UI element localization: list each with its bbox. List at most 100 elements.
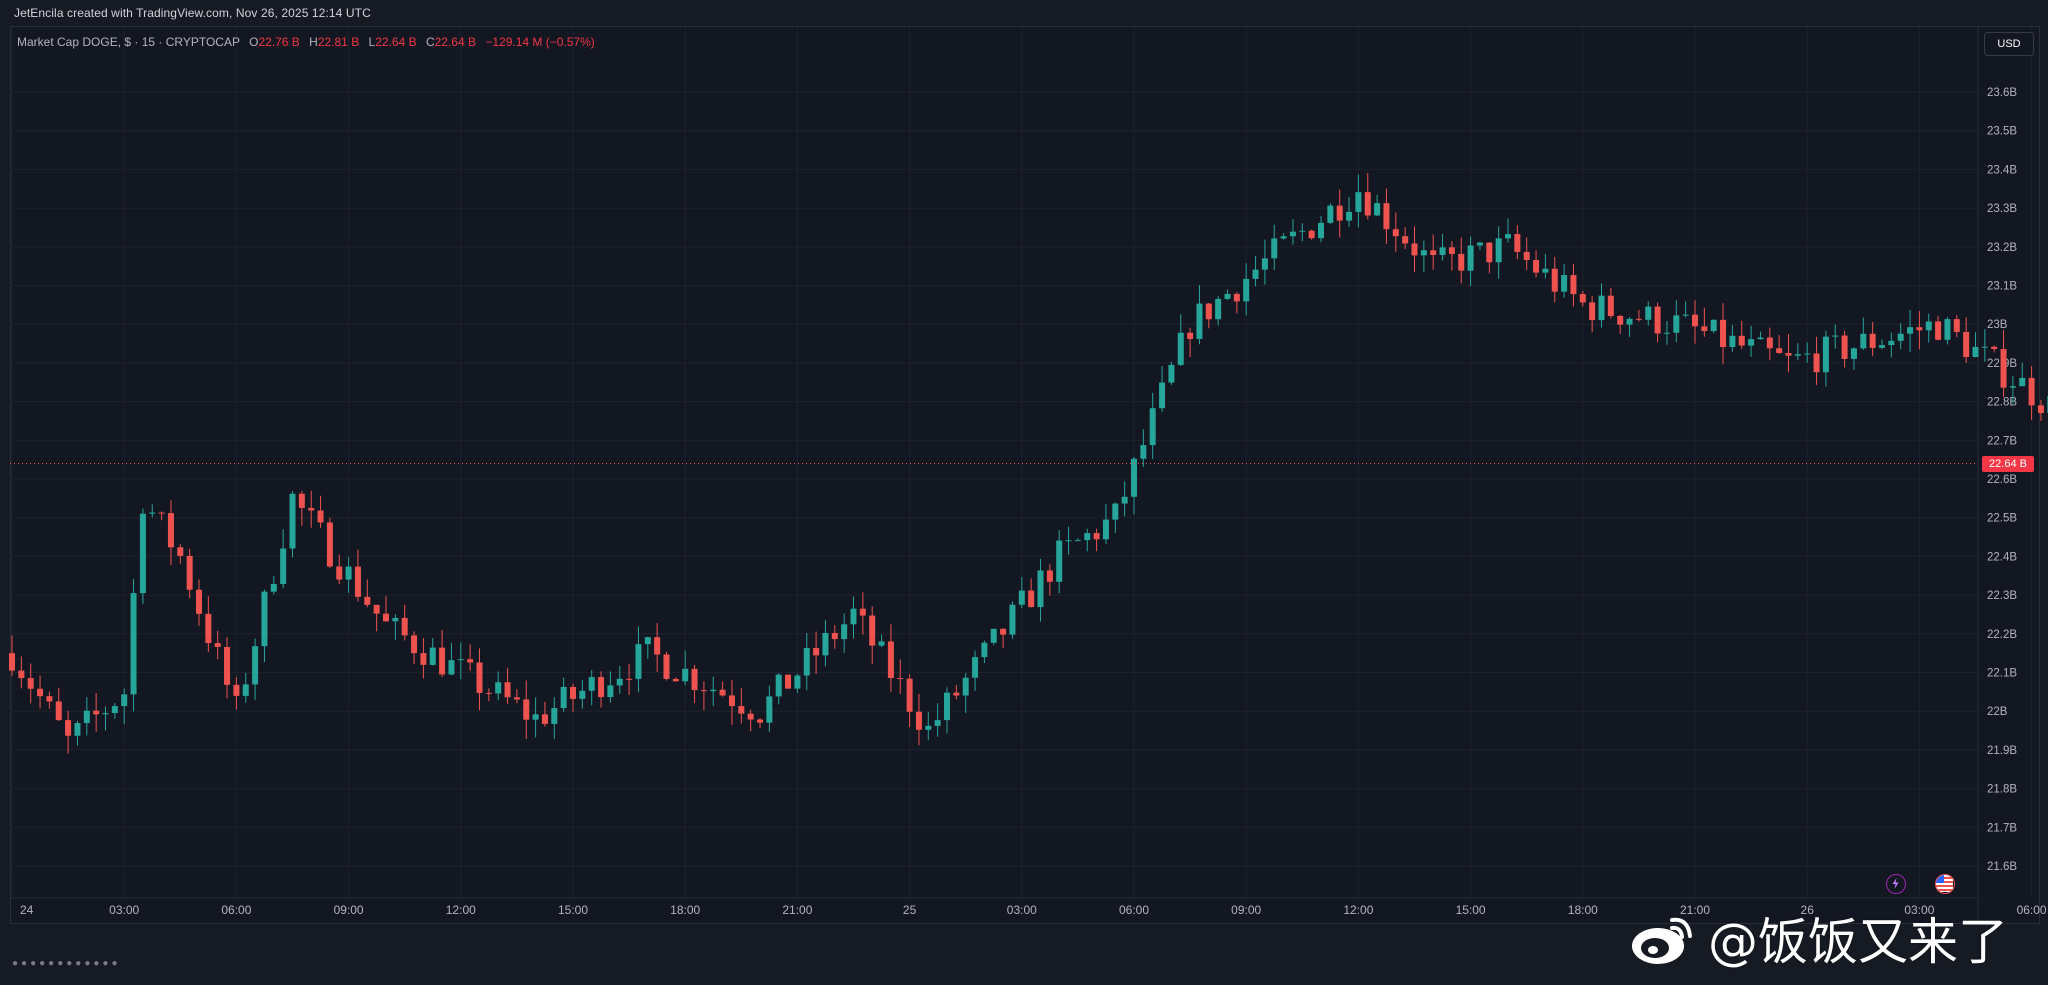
- candle-body: [2028, 377, 2035, 406]
- currency-button[interactable]: USD: [1984, 32, 2034, 56]
- candle-body: [252, 646, 259, 685]
- candle-body: [18, 670, 25, 679]
- candle-body: [364, 596, 371, 605]
- candle-body: [1271, 238, 1278, 259]
- candle-body: [710, 689, 717, 692]
- candle-body: [1308, 230, 1315, 239]
- candle-body: [822, 632, 829, 656]
- x-tick-label: 15:00: [558, 903, 588, 917]
- candle-body: [1701, 326, 1708, 332]
- candle-body: [1336, 205, 1343, 221]
- candle-body: [130, 593, 137, 695]
- x-tick-label: 21:00: [1680, 903, 1710, 917]
- candle-body: [654, 637, 661, 655]
- candle-body: [411, 635, 418, 654]
- candle-body: [1411, 243, 1418, 256]
- candle-body: [1766, 337, 1773, 349]
- y-tick-label: 22.2B: [1987, 629, 2017, 641]
- candle-body: [1935, 321, 1942, 340]
- candle-body: [1813, 353, 1820, 373]
- candle-body: [1542, 268, 1549, 273]
- candle-body: [345, 566, 352, 580]
- x-tick-label: 18:00: [1568, 903, 1598, 917]
- candle-body: [121, 694, 128, 707]
- lightning-icon[interactable]: [1886, 874, 1906, 894]
- y-tick-label: 22.4B: [1987, 551, 2017, 563]
- candle-body: [953, 692, 960, 696]
- candle-body: [1729, 335, 1736, 348]
- candle-body: [1897, 333, 1904, 341]
- candle-body: [1570, 275, 1577, 295]
- candle-body: [728, 695, 735, 707]
- weibo-logo-icon: [1632, 917, 1692, 964]
- y-tick-label: 22.7B: [1987, 435, 2017, 447]
- candle-body: [1486, 242, 1493, 263]
- candle-body: [1458, 253, 1465, 271]
- open-value: 22.76 B: [258, 35, 300, 49]
- candle-body: [420, 653, 427, 665]
- candle-body: [1673, 315, 1680, 333]
- candle-body: [373, 604, 380, 614]
- candle-body: [700, 690, 707, 692]
- candle-body: [887, 641, 894, 678]
- candle-body: [831, 632, 838, 640]
- candle-body: [1402, 236, 1409, 244]
- candle-body: [1187, 332, 1194, 339]
- candle-body: [850, 608, 857, 625]
- high-label: H: [309, 35, 318, 49]
- candle-body: [1738, 335, 1745, 346]
- candle-body: [1953, 319, 1960, 332]
- candle-body: [205, 613, 212, 644]
- y-tick-label: 23B: [1987, 319, 2008, 331]
- candle-body: [1046, 570, 1053, 582]
- x-tick-label: 06:00: [221, 903, 251, 917]
- candle-body: [261, 591, 268, 647]
- candle-body: [270, 584, 277, 592]
- x-tick-label: 06:00: [1119, 903, 1149, 917]
- candle-body: [513, 697, 520, 700]
- candle-body: [1907, 327, 1914, 334]
- candle-body: [1944, 319, 1951, 340]
- y-tick-label: 22.6B: [1987, 474, 2017, 486]
- candle-body: [672, 678, 679, 682]
- candle-body: [626, 678, 633, 680]
- candle-body: [682, 668, 689, 682]
- candle-body: [27, 678, 34, 689]
- candle-body: [944, 692, 950, 721]
- attribution-text: JetEncila created with TradingView.com, …: [14, 6, 371, 20]
- candle-body: [1261, 258, 1268, 270]
- y-tick-label: 21.8B: [1987, 784, 2017, 796]
- candle-body: [37, 688, 44, 697]
- candle-body: [196, 589, 202, 614]
- candle-body: [233, 684, 240, 696]
- x-tick-label: 18:00: [670, 903, 700, 917]
- candle-body: [1037, 570, 1044, 608]
- change-value: −129.14 M (−0.57%): [485, 35, 595, 49]
- y-tick-label: 21.6B: [1987, 861, 2017, 873]
- candle-body: [1000, 628, 1007, 635]
- candle-body: [990, 628, 997, 643]
- candle-body: [691, 668, 698, 691]
- symbol-title[interactable]: Market Cap DOGE, $ · 15 · CRYPTOCAP: [17, 35, 240, 49]
- y-tick-label: 22.3B: [1987, 590, 2017, 602]
- candle-body: [1841, 335, 1848, 359]
- candle-body: [719, 689, 726, 696]
- x-tick-label: 25: [903, 903, 917, 917]
- candle-body: [1355, 192, 1362, 212]
- candle-body: [1710, 319, 1717, 332]
- candle-body: [1121, 496, 1128, 504]
- candle-body: [532, 714, 539, 720]
- candle-body: [1056, 540, 1063, 582]
- candle-body: [972, 657, 979, 678]
- candle-body: [139, 513, 146, 594]
- candle-body: [504, 682, 511, 698]
- candle-body: [1018, 590, 1025, 605]
- candle-body: [2009, 386, 2016, 388]
- candle-body: [1495, 238, 1502, 263]
- x-tick-label: 09:00: [1231, 903, 1261, 917]
- candle-body: [663, 654, 670, 679]
- candle-body: [1794, 354, 1801, 356]
- candle-body: [1374, 203, 1381, 216]
- us-flag-icon[interactable]: [1935, 874, 1955, 894]
